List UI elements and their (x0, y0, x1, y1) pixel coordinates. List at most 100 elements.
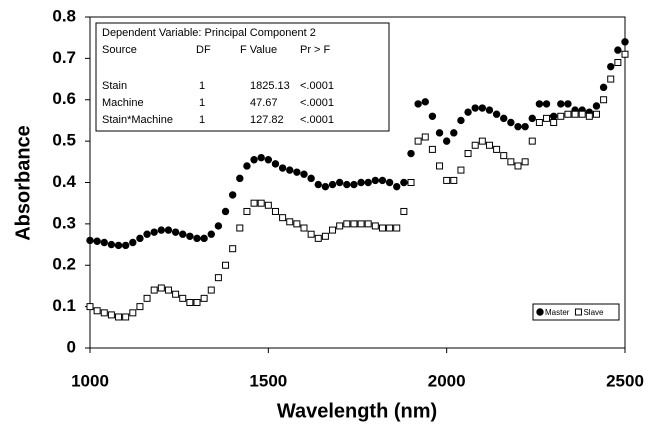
point (571, 110, 579, 118)
point (614, 59, 622, 67)
legend-marker (574, 308, 582, 316)
point (164, 286, 172, 294)
inset-table-box (95, 22, 390, 132)
point (329, 226, 337, 234)
point (414, 100, 422, 108)
point (343, 180, 351, 189)
point (286, 218, 294, 226)
point (514, 162, 522, 170)
point (400, 207, 408, 215)
table-cell: Machine (102, 97, 144, 109)
point (150, 286, 158, 294)
point (107, 311, 115, 319)
point (136, 234, 144, 243)
point (385, 178, 394, 187)
point (521, 158, 529, 166)
legend-marker (536, 308, 544, 316)
point (321, 182, 330, 191)
point (457, 116, 465, 125)
point (286, 166, 294, 174)
point (307, 230, 315, 238)
point (564, 100, 572, 108)
point (443, 176, 451, 184)
point (221, 207, 230, 216)
point (229, 245, 237, 253)
legend-label: Slave (583, 308, 604, 317)
point (421, 133, 429, 141)
x-tick-label: 1000 (71, 371, 109, 390)
point (557, 112, 565, 120)
point (278, 164, 287, 172)
table-cell: 1 (199, 97, 205, 109)
table-header: Source (102, 44, 137, 56)
point (214, 274, 222, 282)
point (200, 294, 208, 302)
point (264, 201, 272, 209)
point (214, 222, 223, 230)
point (507, 158, 515, 166)
point (535, 100, 544, 108)
point (321, 232, 329, 240)
point (228, 191, 237, 199)
point (307, 174, 315, 183)
point (129, 309, 137, 317)
point (357, 178, 365, 187)
table-cell: <.0001 (300, 80, 334, 92)
y-tick-label: 0.7 (52, 48, 76, 67)
point (93, 307, 101, 315)
point (222, 261, 230, 269)
point (607, 75, 615, 83)
point (492, 110, 501, 118)
y-tick-label: 0.1 (52, 296, 76, 315)
point (543, 114, 551, 122)
table-cell: 1 (199, 80, 205, 92)
point (271, 160, 280, 168)
point (421, 98, 429, 106)
point (393, 224, 401, 232)
point (393, 182, 401, 191)
point (86, 303, 94, 311)
point (115, 313, 123, 321)
point (478, 137, 486, 145)
point (236, 174, 244, 183)
point (493, 145, 501, 153)
point (585, 112, 593, 120)
point (243, 162, 251, 170)
x-tick-label: 2000 (428, 371, 466, 390)
point (200, 234, 208, 243)
point (471, 141, 479, 149)
point (535, 119, 543, 127)
point (121, 241, 130, 250)
point (364, 178, 372, 187)
point (371, 176, 380, 185)
point (336, 222, 344, 230)
point (257, 153, 265, 162)
point (122, 313, 130, 321)
table-cell: Stain (102, 80, 127, 92)
point (357, 220, 365, 228)
point (150, 228, 158, 236)
point (592, 102, 601, 110)
point (599, 83, 608, 92)
point (186, 298, 194, 306)
point (400, 178, 408, 187)
point (436, 162, 444, 170)
y-tick-label: 0.6 (52, 89, 76, 108)
point (450, 176, 458, 184)
y-tick-label: 0.4 (52, 172, 76, 191)
table-cell: <.0001 (300, 97, 334, 109)
point (371, 222, 379, 230)
point (243, 207, 251, 215)
point (293, 220, 301, 228)
point (485, 141, 493, 149)
point (350, 180, 358, 189)
table-cell: <.0001 (300, 114, 334, 126)
point (378, 176, 387, 185)
point (300, 170, 308, 178)
point (93, 237, 101, 245)
point (293, 168, 301, 176)
point (314, 234, 322, 242)
point (136, 303, 144, 311)
table-cell: Stain*Machine (102, 114, 173, 126)
point (157, 226, 166, 234)
